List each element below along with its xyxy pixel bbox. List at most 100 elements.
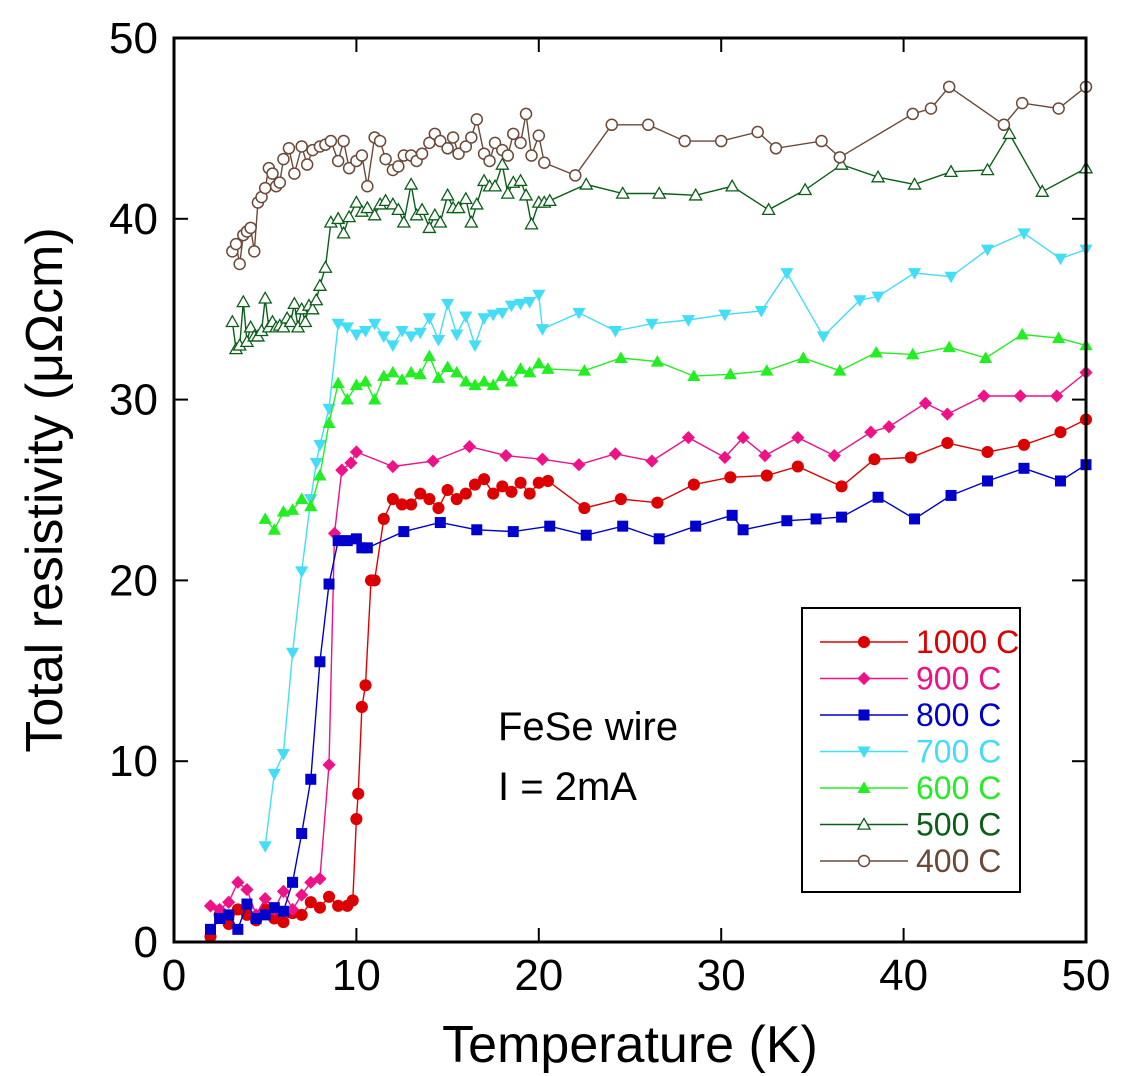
data-point <box>997 118 1011 132</box>
data-point <box>304 896 317 909</box>
legend-box <box>801 607 1021 893</box>
series-700-c <box>258 228 1093 853</box>
data-point <box>225 314 240 328</box>
data-point <box>295 140 308 153</box>
data-point <box>940 407 954 421</box>
x-tick-label: 20 <box>514 951 563 1000</box>
data-point <box>514 136 527 150</box>
data-point <box>1054 426 1067 439</box>
series-600-c <box>258 327 1093 535</box>
data-point <box>614 351 628 363</box>
data-point <box>681 430 695 445</box>
data-point <box>287 296 302 310</box>
data-point <box>458 191 474 205</box>
data-point <box>542 193 557 206</box>
data-point <box>386 365 400 378</box>
data-point <box>367 207 382 221</box>
data-point <box>505 485 518 498</box>
data-point <box>431 334 446 347</box>
x-tick-label: 50 <box>1062 951 1111 1000</box>
data-point <box>258 512 272 524</box>
data-point <box>204 923 216 935</box>
data-point <box>496 480 509 493</box>
data-point <box>313 439 327 452</box>
data-point <box>340 393 354 405</box>
data-point <box>1052 102 1065 115</box>
data-point <box>395 373 409 385</box>
y-axis-title: Total resistivity (μΩcm) <box>16 227 74 752</box>
data-point <box>468 478 482 491</box>
data-point <box>377 369 391 382</box>
data-point <box>1053 253 1068 266</box>
data-point <box>248 245 261 258</box>
data-point <box>980 162 995 176</box>
data-point <box>441 483 454 497</box>
data-point <box>652 186 667 199</box>
data-point <box>476 173 492 187</box>
data-point <box>285 503 300 515</box>
data-point <box>477 374 491 387</box>
data-point <box>758 449 772 463</box>
data-point <box>231 875 245 889</box>
data-point <box>361 542 373 554</box>
legend-label: 900 C <box>916 661 1001 697</box>
legend-marker <box>858 709 870 721</box>
data-point <box>233 257 246 271</box>
data-point <box>718 309 732 322</box>
data-point <box>514 476 527 489</box>
series-line <box>231 85 1087 265</box>
data-point <box>982 475 994 487</box>
data-point <box>872 491 884 503</box>
data-point <box>1013 389 1027 403</box>
data-point <box>523 365 537 378</box>
data-point <box>285 902 300 917</box>
y-tick-label: 40 <box>109 195 158 244</box>
data-point <box>943 164 959 178</box>
data-point <box>314 656 326 668</box>
data-point <box>977 389 991 403</box>
data-point <box>404 365 418 378</box>
data-point <box>368 574 381 587</box>
data-point <box>324 134 338 148</box>
data-point <box>488 136 502 150</box>
data-point <box>681 315 695 327</box>
data-point <box>422 349 436 362</box>
data-point <box>718 450 732 465</box>
y-tick-label: 30 <box>109 376 158 425</box>
data-point <box>349 195 364 208</box>
data-point <box>532 289 546 302</box>
data-point <box>513 298 528 311</box>
data-point <box>331 318 345 331</box>
data-point <box>309 292 324 306</box>
data-point <box>1054 475 1066 487</box>
data-point <box>386 340 400 352</box>
data-point <box>650 355 664 367</box>
data-point <box>544 520 556 532</box>
y-tick-label: 0 <box>134 918 158 967</box>
data-point <box>349 445 363 459</box>
data-point <box>687 369 701 382</box>
data-point <box>243 319 258 333</box>
data-point <box>835 480 848 493</box>
data-point <box>386 492 399 506</box>
plot-frame <box>172 36 1088 944</box>
data-point <box>1017 438 1031 451</box>
data-point <box>614 492 627 506</box>
data-point <box>468 378 482 391</box>
data-point <box>355 700 368 714</box>
data-point <box>833 364 847 376</box>
data-point <box>578 502 591 515</box>
data-point <box>942 340 956 353</box>
data-point <box>404 331 418 343</box>
data-point <box>760 364 774 376</box>
data-point <box>535 324 550 336</box>
data-point <box>358 325 373 338</box>
data-point <box>259 909 271 921</box>
data-point <box>231 903 244 916</box>
data-point <box>471 524 483 536</box>
data-point <box>518 187 534 201</box>
legend-label: 1000 C <box>916 624 1019 660</box>
data-point <box>907 268 922 280</box>
data-point <box>422 313 436 325</box>
